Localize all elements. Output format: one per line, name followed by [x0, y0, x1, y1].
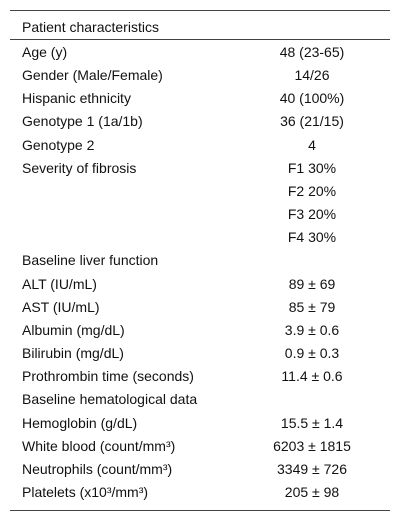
row-label: Albumin (mg/dL) [22, 321, 125, 338]
row-value: 0.9 ± 0.3 [284, 345, 340, 362]
row-value: F2 20% [287, 182, 337, 199]
row-label: White blood (count/mm³) [22, 437, 176, 454]
row-value: 85 ± 79 [288, 298, 336, 315]
row-value: 15.5 ± 1.4 [280, 414, 344, 431]
header-rule [10, 39, 390, 40]
row-value: 3.9 ± 0.6 [284, 321, 340, 338]
row-label: Genotype 2 [22, 136, 95, 153]
row-value: 89 ± 69 [288, 275, 336, 292]
row-label: Age (y) [22, 44, 68, 60]
row-label: AST (IU/mL) [22, 298, 100, 315]
row-value: 40 (100%) [279, 90, 345, 107]
row-label: Platelets (x10³/mm³) [22, 484, 149, 501]
table-header: Patient characteristics [22, 19, 159, 35]
row-label: Hemoglobin (g/dL) [22, 414, 138, 431]
row-label: Genotype 1 (1a/1b) [22, 113, 143, 130]
row-value: 36 (21/15) [280, 113, 344, 130]
row-label: Hispanic ethnicity [22, 90, 131, 107]
row-value: 48 (23-65) [279, 44, 345, 60]
row-label: Prothrombin time (seconds) [22, 368, 194, 385]
row-label: Bilirubin (mg/dL) [22, 345, 124, 362]
row-value: F4 30% [287, 229, 337, 246]
row-label: Neutrophils (count/mm³) [22, 460, 173, 477]
row-value: F1 30% [287, 159, 337, 176]
section-label: Baseline hematological data [22, 391, 198, 408]
row-value: 4 [308, 136, 316, 153]
top-rule [10, 10, 390, 11]
row-value: 14/26 [294, 67, 330, 84]
row-value: 205 ± 98 [284, 484, 340, 501]
row-label: Gender (Male/Female) [22, 67, 163, 84]
row-value: 11.4 ± 0.6 [281, 368, 343, 385]
section-label: Baseline liver function [22, 252, 159, 269]
row-value: F3 20% [287, 206, 337, 223]
row-value: 6203 ± 1815 [273, 437, 351, 454]
bottom-rule [10, 510, 390, 511]
row-label: ALT (IU/mL) [22, 275, 97, 292]
row-value: 3349 ± 726 [277, 460, 347, 477]
row-label: Severity of fibrosis [22, 159, 137, 176]
